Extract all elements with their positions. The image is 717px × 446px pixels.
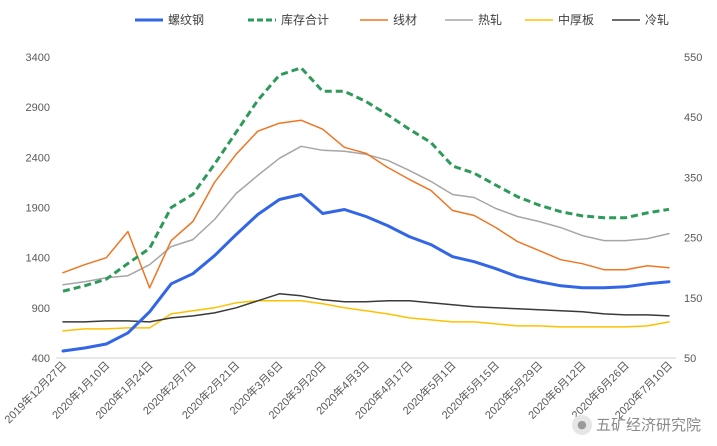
y-tick-label-left: 400 [32, 353, 50, 365]
legend: 螺纹钢 库存合计 线材 热轧 中厚板 冷轧 [135, 12, 669, 27]
series-line-5 [62, 293, 670, 323]
series-line-3 [62, 145, 670, 286]
y-tick-label-left: 3400 [26, 52, 50, 64]
y-axis-left: 400 900 1400 1900 2400 2900 3400 [26, 52, 50, 365]
legend-label: 线材 [393, 13, 417, 27]
y-tick-label-left: 1900 [26, 203, 50, 215]
y-tick-label-left: 2900 [26, 102, 50, 114]
legend-label: 中厚板 [558, 12, 594, 27]
series-line-0 [61, 193, 671, 353]
series-layer [61, 66, 671, 353]
series-line-1 [62, 66, 670, 293]
legend-label: 热轧 [478, 13, 502, 27]
y-tick-label-left: 900 [32, 303, 50, 315]
y-tick-label-right: 250 [684, 233, 702, 245]
watermark-text: 五矿经济研究院 [595, 416, 701, 434]
y-tick-label-right: 450 [684, 112, 702, 124]
legend-label: 库存合计 [281, 12, 329, 27]
y-tick-label-right: 150 [684, 293, 702, 305]
y-tick-label-left: 1400 [26, 253, 50, 265]
legend-label: 螺纹钢 [168, 13, 204, 27]
y-tick-label-left: 2400 [26, 152, 50, 164]
series-line-2 [62, 119, 670, 289]
y-axis-right: 50 150 250 350 450 550 [684, 52, 702, 365]
wechat-icon: ● [571, 414, 592, 435]
legend-label: 冷轧 [645, 13, 669, 27]
y-tick-label-right: 50 [684, 353, 696, 365]
y-tick-label-right: 550 [684, 52, 702, 64]
watermark: ● 五矿经济研究院 [571, 414, 701, 435]
y-tick-label-right: 350 [684, 172, 702, 184]
